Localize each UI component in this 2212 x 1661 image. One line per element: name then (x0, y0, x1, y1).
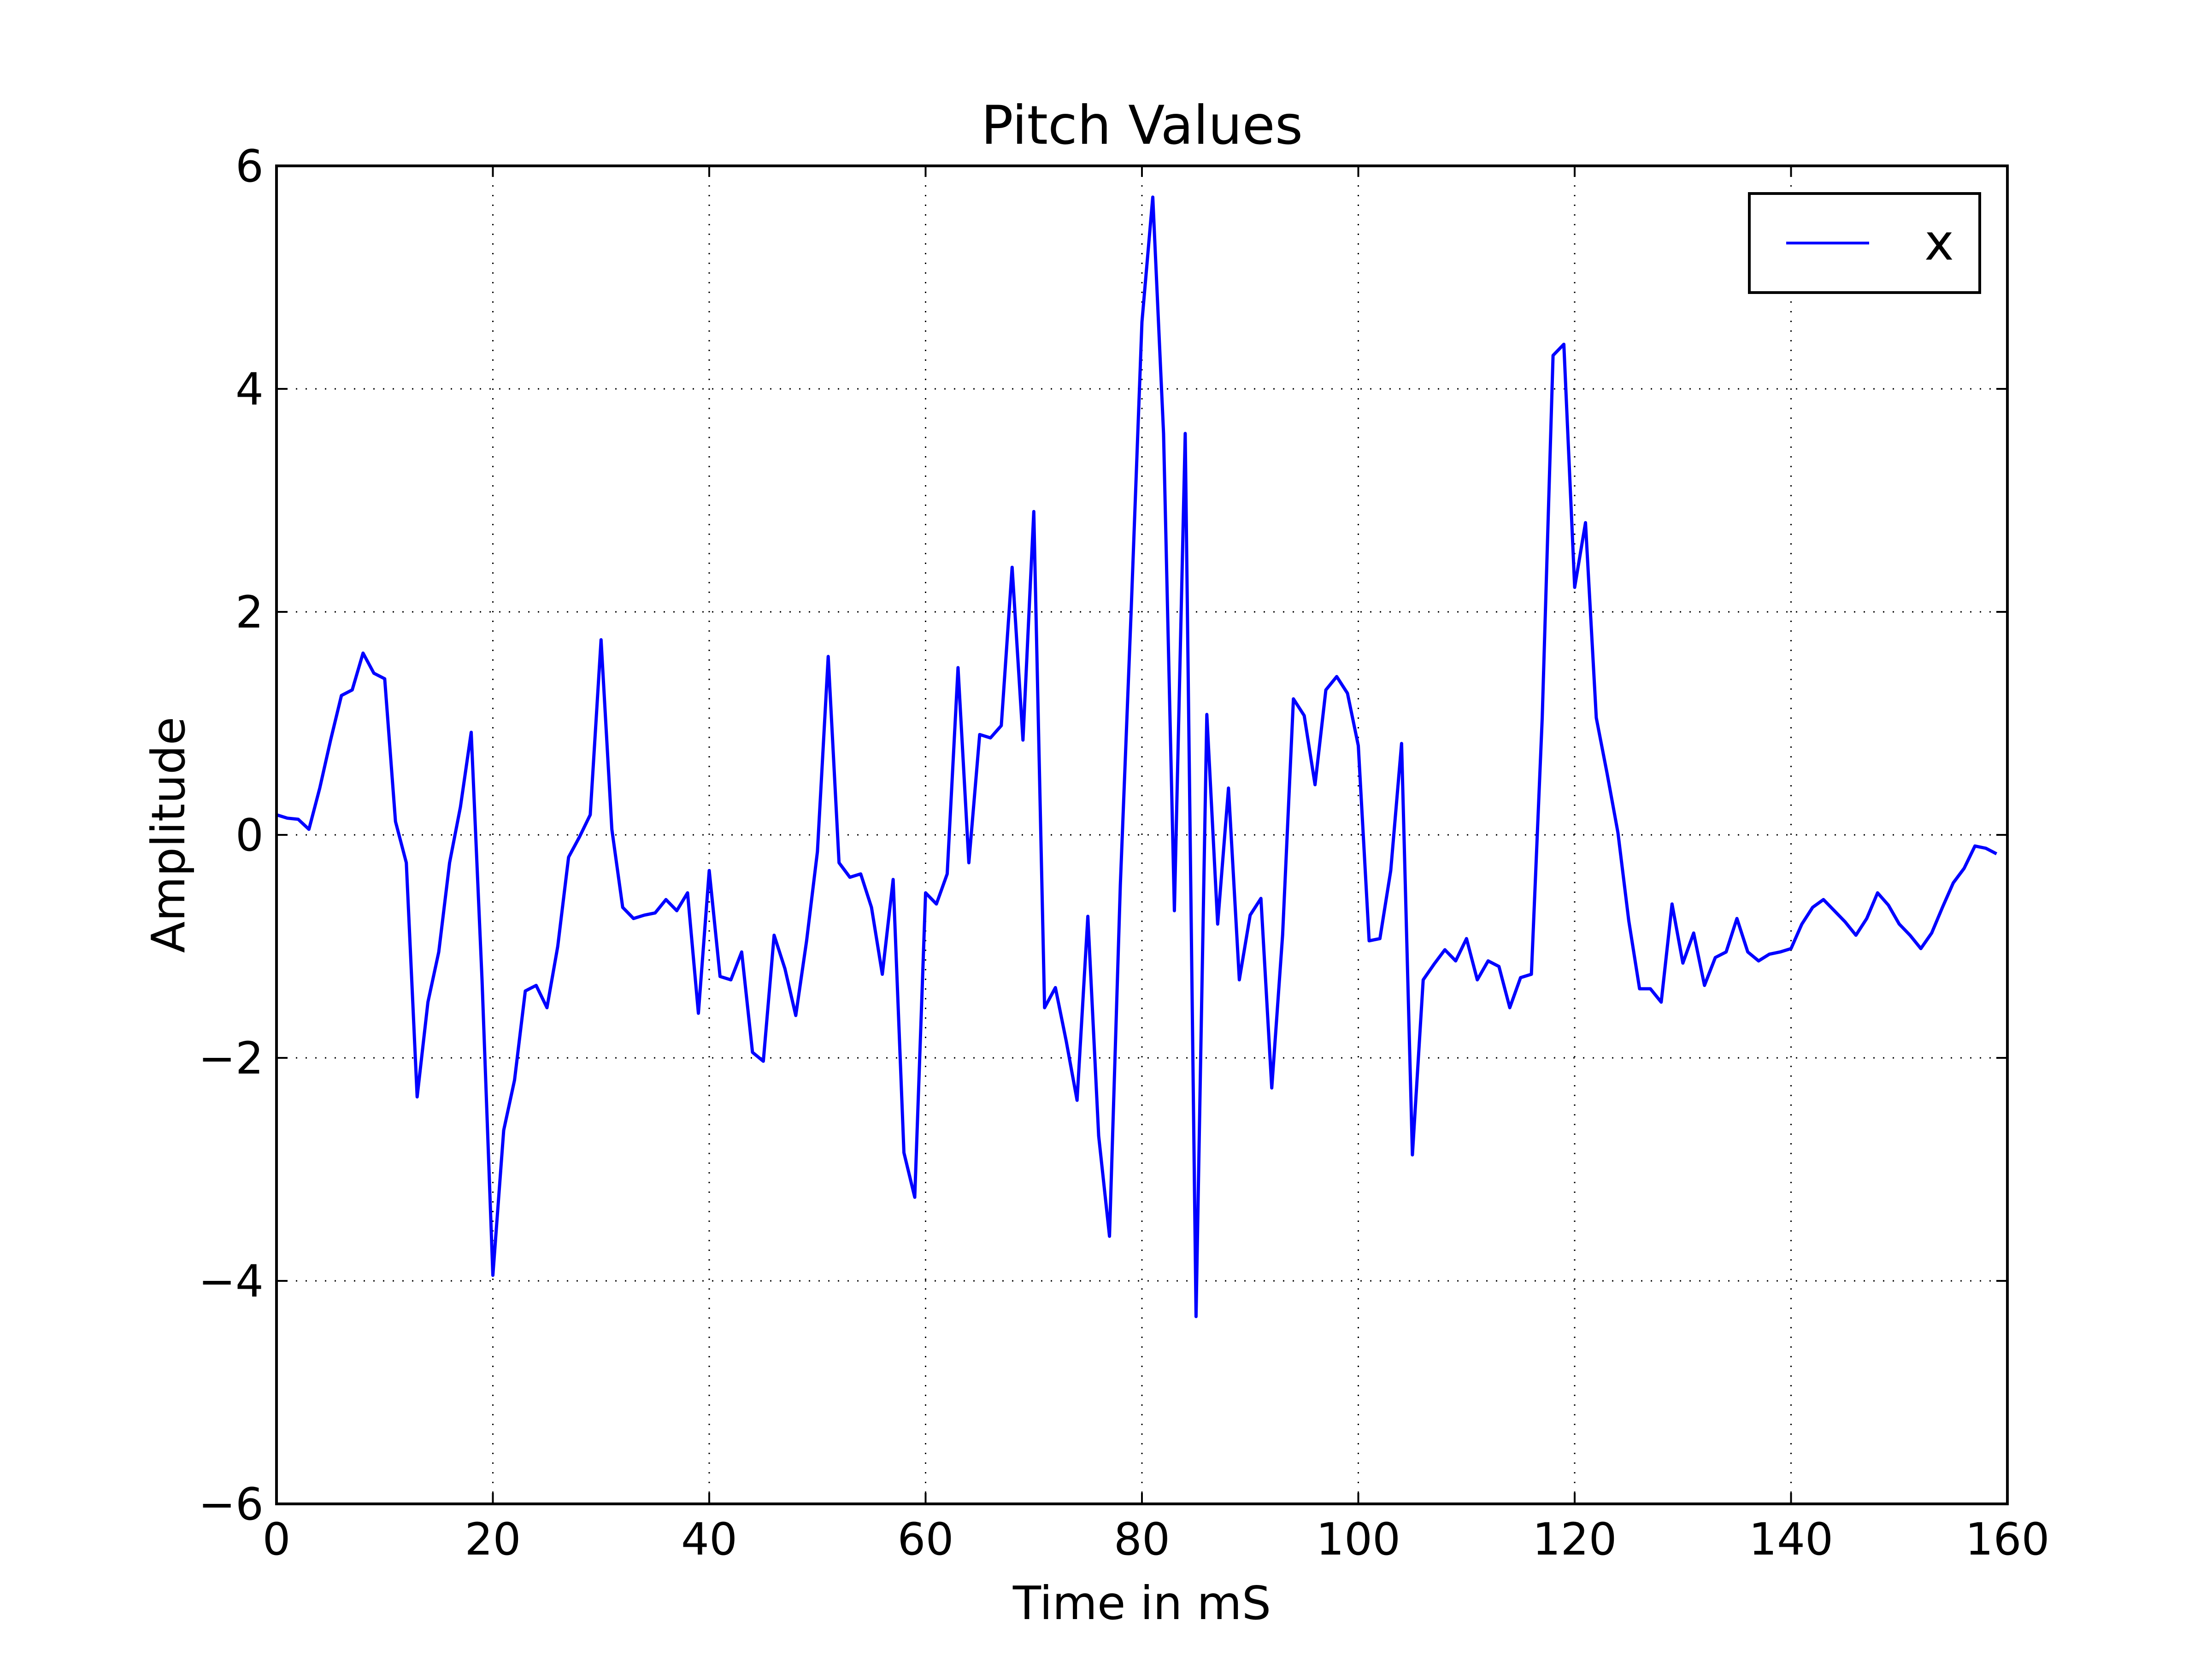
x-tick-label: 100 (1316, 1514, 1400, 1565)
y-axis-label: Amplitude (141, 717, 195, 953)
y-tick-label: 4 (235, 364, 264, 415)
x-tick-label: 20 (465, 1514, 521, 1565)
series-layer (276, 195, 1998, 1318)
x-tick-label: 120 (1532, 1514, 1617, 1565)
x-tick-label: 140 (1749, 1514, 1833, 1565)
chart-title: Pitch Values (981, 94, 1303, 157)
y-tick-label: 6 (235, 141, 264, 192)
x-tick-label: 160 (1965, 1514, 2049, 1565)
x-tick-label: 60 (897, 1514, 953, 1565)
y-tick-label: 0 (235, 810, 264, 861)
y-tick-label: −4 (198, 1256, 264, 1307)
legend: x (1748, 192, 1981, 294)
x-tick-label: 40 (681, 1514, 737, 1565)
x-tick-label: 0 (262, 1514, 290, 1565)
legend-label: x (1924, 214, 1954, 272)
y-tick-label: −2 (198, 1033, 264, 1084)
series-line-x (276, 195, 1998, 1318)
grid (276, 166, 2007, 1504)
x-axis-label: Time in mS (1012, 1576, 1271, 1630)
y-tick-label: −6 (198, 1479, 264, 1530)
x-tick-label: 80 (1114, 1514, 1170, 1565)
ticks: 0 20 40 60 80 100 120 140 160 −6 −4 −2 0 2 4 6 (198, 141, 2049, 1565)
y-tick-label: 2 (235, 587, 264, 638)
